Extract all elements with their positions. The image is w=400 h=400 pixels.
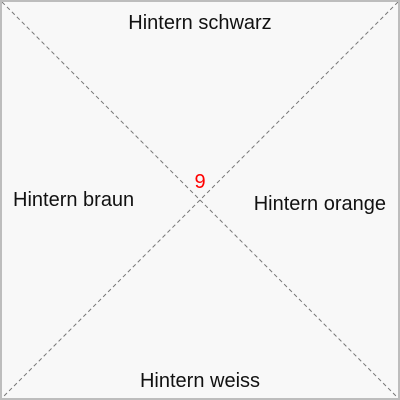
zone-right-orange[interactable]: Hintern orange <box>253 193 386 215</box>
zone-left-braun[interactable]: Hintern braun <box>13 189 135 211</box>
zone-top-schwarz[interactable]: Hintern schwarz <box>128 12 272 34</box>
center-counter: 9 <box>194 171 206 193</box>
zone-bottom-weiss[interactable]: Hintern weiss <box>139 370 261 392</box>
